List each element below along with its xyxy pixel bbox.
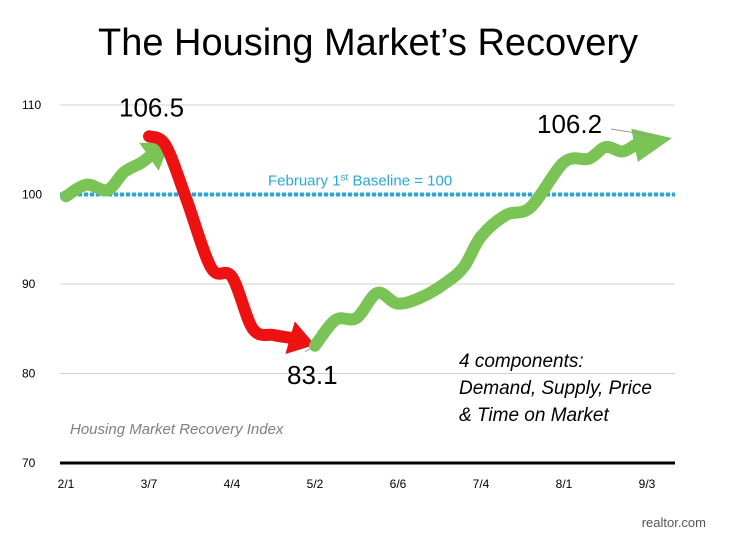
arrowhead-recovery (631, 128, 672, 162)
y-tick-110: 110 (22, 98, 41, 112)
x-tick-9-3: 9/3 (639, 477, 656, 491)
note-line: 4 components: (459, 351, 584, 372)
data-label-106-2: 106.2 (537, 109, 602, 139)
chart-title: The Housing Market’s Recovery (98, 22, 638, 64)
y-tick-80: 80 (22, 367, 36, 381)
x-tick-7-4: 7/4 (473, 477, 490, 491)
leader-line-low (304, 346, 314, 353)
baseline-label: February 1st Baseline = 100 (268, 172, 452, 190)
leader-line (610, 128, 652, 136)
series-rise (60, 150, 155, 203)
data-labels: 106.5 83.1 106.2 (119, 92, 652, 390)
arrowhead-decline (285, 321, 315, 354)
series-lines (60, 128, 672, 354)
axis-ticks: 70 80 90 100 110 2/1 3/7 4/4 5/2 6/6 7/4 8/1 9/3 (22, 98, 656, 491)
note-line: & Time on Market (459, 405, 609, 426)
index-label: Housing Market Recovery Index (70, 421, 284, 438)
x-tick-8-1: 8/1 (556, 477, 573, 491)
series-recovery (309, 139, 641, 352)
x-tick-6-6: 6/6 (390, 477, 407, 491)
x-tick-4-4: 4/4 (224, 477, 241, 491)
y-tick-90: 90 (22, 277, 36, 291)
y-tick-70: 70 (22, 456, 36, 470)
y-tick-100: 100 (22, 188, 42, 202)
components-note: 4 components: Demand, Supply, Price & Time… (459, 351, 652, 426)
data-label-106-5: 106.5 (119, 92, 184, 122)
x-tick-3-7: 3/7 (141, 477, 158, 491)
series-decline (143, 130, 297, 344)
x-tick-5-2: 5/2 (307, 477, 324, 491)
x-tick-2-1: 2/1 (58, 477, 75, 491)
data-label-83-1: 83.1 (287, 360, 338, 390)
baseline: February 1st Baseline = 100 (60, 172, 675, 197)
source-credit: realtor.com (641, 515, 706, 530)
note-line: Demand, Supply, Price (459, 378, 652, 399)
